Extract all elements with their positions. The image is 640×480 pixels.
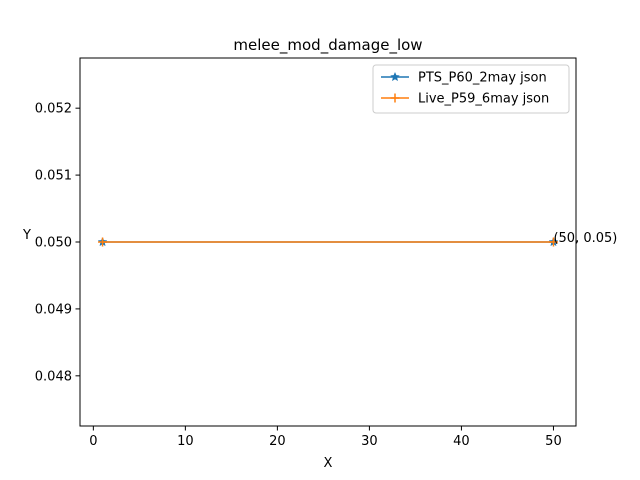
y-tick-label: 0.049	[35, 302, 72, 317]
x-tick-label: 10	[177, 434, 194, 449]
series-2-point	[548, 237, 558, 247]
x-tick-label: 0	[89, 434, 97, 449]
legend-marker-2	[390, 93, 400, 103]
y-tick-label: 0.051	[35, 169, 72, 184]
legend: PTS_P60_2may json Live_P59_6may json	[372, 64, 570, 114]
legend-entry-2: Live_P59_6may json	[418, 92, 549, 107]
chart-title: melee_mod_damage_low	[233, 36, 422, 55]
x-axis-label: X	[324, 456, 333, 471]
series-2-point	[98, 237, 108, 247]
legend-entry-1: PTS_P60_2may json	[418, 71, 547, 86]
y-tick-label: 0.052	[35, 102, 72, 117]
x-tick-label: 40	[453, 434, 470, 449]
legend-marker-1	[390, 71, 400, 82]
y-tick-label: 0.048	[35, 369, 72, 384]
y-tick-label: 0.050	[35, 236, 72, 251]
x-tick-label: 30	[361, 434, 378, 449]
plot-area: 0 10 20 30 40 50 0.048 0.049 0.050 0.051 0.052 (50,…	[35, 57, 617, 449]
legend-box	[372, 64, 570, 114]
y-axis-label: Y	[22, 228, 31, 243]
data-point-annotation: (50, 0.05)	[553, 231, 617, 246]
x-tick-label: 20	[269, 434, 286, 449]
x-tick-label: 50	[545, 434, 562, 449]
